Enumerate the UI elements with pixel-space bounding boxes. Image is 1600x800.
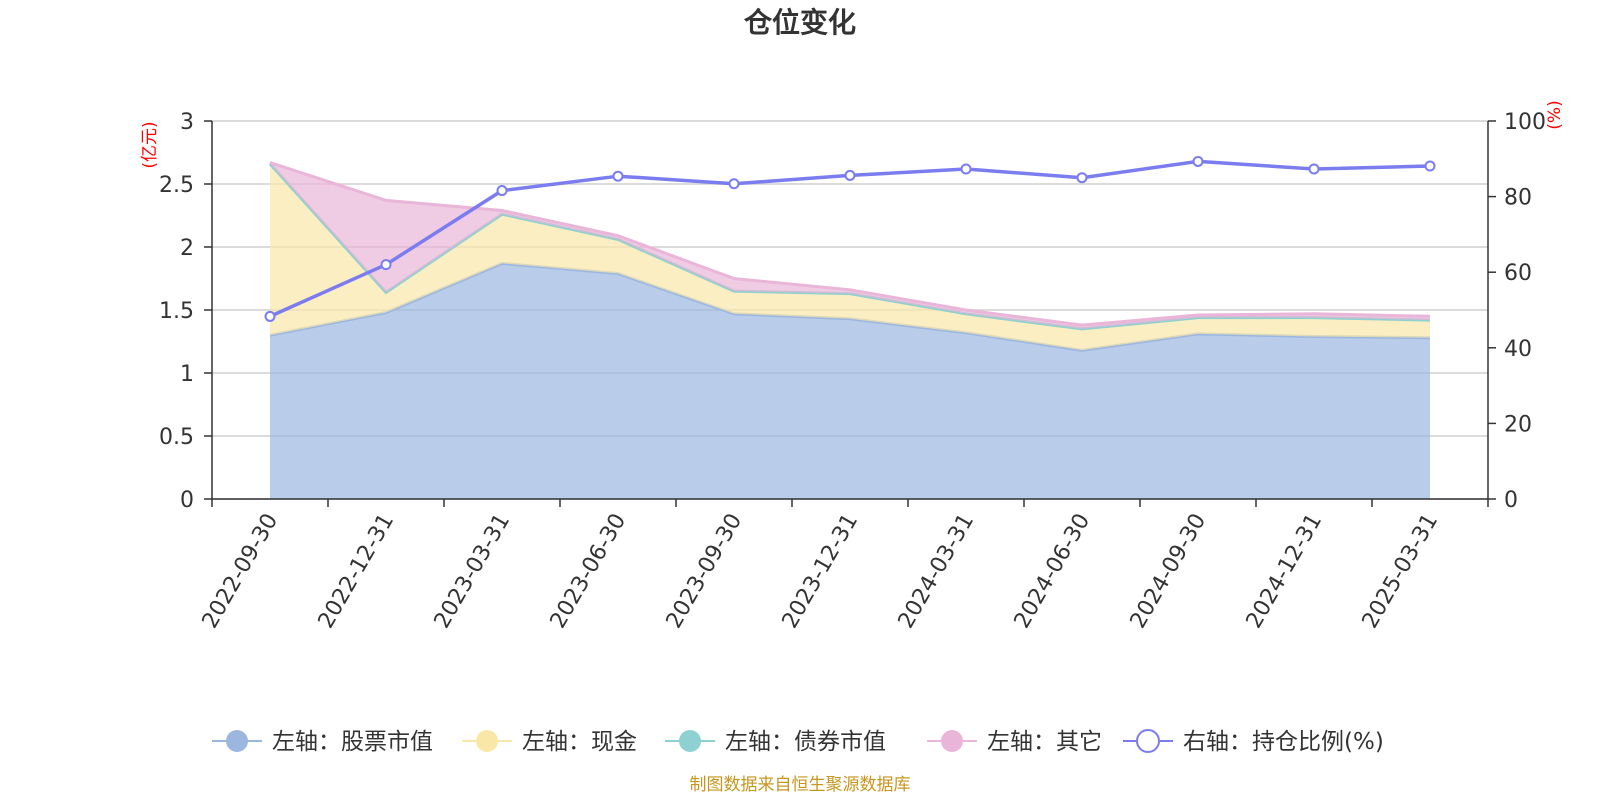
- area-fill: [270, 263, 1430, 499]
- legend-label: 左轴：现金: [522, 729, 637, 755]
- x-axis-tick-label: 2023-09-30: [662, 510, 748, 633]
- left-axis-tick-label: 2.5: [159, 173, 194, 198]
- ratio-point: [1308, 163, 1320, 175]
- x-axis-tick-label: 2023-06-30: [546, 510, 632, 633]
- legend: 左轴：股票市值 左轴：现金 左轴：债券市值 左轴：其它 右轴：持仓比例(%): [212, 729, 1384, 755]
- right-axis-tick-label: 40: [1504, 337, 1532, 362]
- left-axis-tick-label: 3: [180, 110, 194, 135]
- x-axis-tick-label: 2022-09-30: [198, 510, 284, 633]
- area-series: [268, 161, 1431, 499]
- ratio-point: [1076, 172, 1088, 184]
- right-axis-tick-label: 60: [1504, 261, 1532, 286]
- legend-marker: [1136, 729, 1160, 753]
- left-axis-tick-label: 2: [180, 236, 194, 261]
- x-axis-tick-label: 2024-03-31: [894, 510, 980, 633]
- right-axis-unit: (%): [1545, 100, 1565, 129]
- x-axis-tick-label: 2023-12-31: [778, 510, 864, 633]
- legend-label: 左轴：股票市值: [272, 729, 433, 755]
- x-axis-tick-label: 2024-12-31: [1242, 510, 1328, 633]
- ratio-point: [728, 178, 740, 190]
- right-axis-tick-label: 80: [1504, 186, 1532, 211]
- left-axis-tick-label: 1.5: [159, 299, 194, 324]
- ratio-line-series: [264, 155, 1436, 322]
- legend-label: 左轴：其它: [987, 729, 1102, 755]
- left-axis-unit: (亿元): [140, 121, 160, 168]
- left-axis-tick-label: 0.5: [159, 425, 194, 450]
- ratio-point: [380, 259, 392, 271]
- left-axis-tick-label: 0: [180, 488, 194, 513]
- x-axis-tick-label: 2023-03-31: [430, 510, 516, 633]
- x-axis-tick-label: 2025-03-31: [1358, 510, 1444, 633]
- right-axis-tick-label: 20: [1504, 412, 1532, 437]
- legend-label: 左轴：债券市值: [725, 729, 886, 755]
- chart-title: 仓位变化: [744, 6, 856, 39]
- ratio-point: [960, 163, 972, 175]
- ratio-point: [844, 169, 856, 181]
- left-axis-tick-label: 1: [180, 362, 194, 387]
- right-axis-tick-label: 100: [1504, 110, 1546, 135]
- legend-marker: [476, 730, 498, 752]
- data-source-note: 制图数据来自恒生聚源数据库: [690, 775, 911, 795]
- legend-marker: [679, 730, 701, 752]
- area-edge-line: [269, 161, 1431, 327]
- x-axis-tick-label: 2024-06-30: [1010, 510, 1096, 633]
- legend-marker: [941, 730, 963, 752]
- legend-marker: [226, 730, 248, 752]
- area-fill: [270, 163, 1430, 351]
- ratio-point: [1192, 155, 1204, 167]
- x-axis-tick-label: 2024-09-30: [1126, 510, 1212, 633]
- ratio-point: [1424, 160, 1436, 172]
- x-axis-tick-label: 2022-12-31: [314, 510, 400, 633]
- legend-label: 右轴：持仓比例(%): [1183, 729, 1384, 755]
- right-axis-tick-label: 0: [1504, 488, 1518, 513]
- ratio-point: [264, 310, 276, 322]
- ratio-point: [612, 170, 624, 182]
- ratio-point: [496, 185, 508, 197]
